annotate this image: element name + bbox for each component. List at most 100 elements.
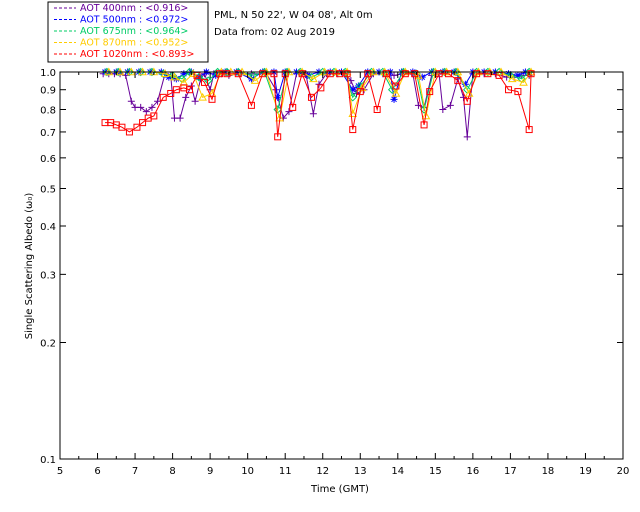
data-point <box>136 67 145 77</box>
data-point <box>383 70 391 78</box>
y-tick-label: 0.6 <box>40 154 56 165</box>
data-point <box>185 67 194 77</box>
data-point <box>309 110 317 118</box>
data-point <box>172 86 180 94</box>
x-tick-label: 14 <box>391 466 404 477</box>
x-tick-label: 7 <box>132 466 138 477</box>
data-point <box>274 93 282 101</box>
x-tick-label: 5 <box>57 466 63 477</box>
data-point <box>420 121 428 129</box>
data-point <box>247 75 255 83</box>
data-point <box>127 97 135 105</box>
data-point <box>390 95 398 103</box>
data-point <box>150 112 158 120</box>
data-point <box>285 108 293 116</box>
legend-label: AOT 1020nm : <0.893> <box>80 49 194 60</box>
data-point <box>463 133 471 141</box>
y-tick-label: 0.3 <box>40 270 56 281</box>
data-point <box>216 70 224 78</box>
data-point <box>354 82 362 90</box>
data-point <box>133 123 141 131</box>
y-tick-label: 0.2 <box>40 339 56 350</box>
y-axis-label: Single Scattering Albedo (ω₀) <box>24 193 35 340</box>
x-tick-label: 15 <box>429 466 442 477</box>
data-point <box>198 92 207 101</box>
x-tick-label: 13 <box>354 466 367 477</box>
x-tick-label: 19 <box>579 466 592 477</box>
data-point <box>270 70 278 78</box>
data-point <box>182 93 190 101</box>
data-point <box>180 70 188 78</box>
x-tick-label: 12 <box>316 466 329 477</box>
data-point <box>223 70 231 78</box>
data-point <box>326 70 334 78</box>
data-point <box>125 128 133 136</box>
legend-label: AOT 675nm : <0.964> <box>80 26 188 37</box>
data-point <box>176 114 184 122</box>
data-point <box>289 103 297 111</box>
data-point <box>298 70 306 78</box>
data-point <box>125 67 134 77</box>
x-tick-label: 8 <box>169 466 175 477</box>
data-point <box>315 80 323 88</box>
data-point <box>411 70 419 78</box>
x-axis-label: Time (GMT) <box>310 484 369 495</box>
data-point <box>414 70 423 79</box>
x-tick-label: 17 <box>504 466 517 477</box>
data-point <box>364 70 372 78</box>
data-point <box>137 103 145 111</box>
data-point <box>191 97 199 105</box>
y-tick-label: 0.7 <box>40 128 56 139</box>
data-point <box>484 70 492 78</box>
data-point <box>444 70 452 78</box>
data-point <box>102 67 112 77</box>
data-point <box>160 69 170 77</box>
x-tick-label: 16 <box>466 466 479 477</box>
data-point <box>113 67 123 77</box>
data-point <box>259 70 267 78</box>
data-point <box>154 97 162 105</box>
data-point <box>349 86 357 94</box>
data-point <box>373 106 381 114</box>
data-point <box>167 89 175 97</box>
data-point <box>142 108 150 116</box>
y-tick-label: 0.1 <box>40 455 56 466</box>
data-point <box>527 70 535 78</box>
data-point <box>473 70 481 78</box>
legend-label: AOT 400nm : <0.916> <box>80 3 188 14</box>
x-tick-label: 10 <box>241 466 254 477</box>
data-point <box>421 111 431 120</box>
y-tick-label: 0.5 <box>40 184 56 195</box>
data-point <box>148 103 156 111</box>
legend-label: AOT 870nm : <0.952> <box>80 38 188 49</box>
data-point <box>435 70 443 78</box>
data-point <box>349 126 357 134</box>
data-point <box>172 75 180 83</box>
data-point <box>317 84 325 92</box>
data-point <box>391 88 401 97</box>
data-point <box>390 71 398 79</box>
data-point <box>514 88 522 96</box>
data-point <box>139 119 147 127</box>
data-point <box>507 74 517 83</box>
data-point <box>274 133 282 141</box>
data-point <box>401 70 409 78</box>
data-point <box>439 106 447 114</box>
data-point <box>159 69 168 78</box>
data-point <box>505 86 513 94</box>
data-point <box>234 70 242 78</box>
data-point <box>212 71 220 79</box>
data-point <box>343 70 351 78</box>
data-point <box>446 101 454 109</box>
x-tick-label: 20 <box>617 466 630 477</box>
data-point <box>461 80 469 88</box>
data-point <box>159 93 167 101</box>
data-point <box>118 123 126 131</box>
y-tick-label: 0.9 <box>40 86 56 97</box>
data-point <box>336 70 344 78</box>
x-tick-label: 18 <box>542 466 555 477</box>
data-point <box>165 73 173 81</box>
data-point <box>454 77 462 85</box>
data-point <box>201 78 209 86</box>
